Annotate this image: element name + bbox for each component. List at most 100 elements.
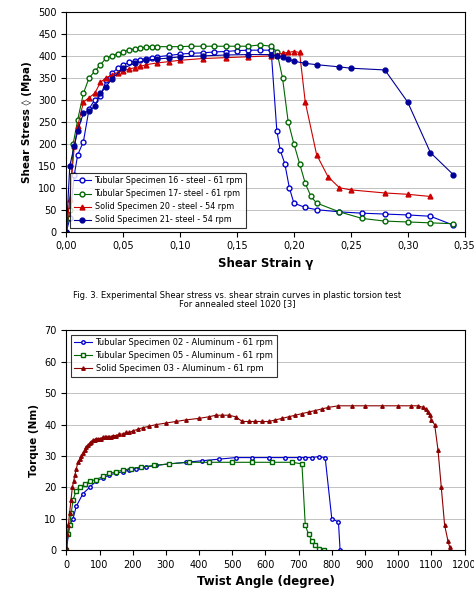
Solid Specimen 21- steel - 54 rpm	[109, 75, 115, 83]
Solid Specimen 21- steel - 54 rpm	[450, 171, 456, 178]
Solid Specimen 20 - steel - 54 rpm	[223, 54, 228, 61]
Solid Specimen 21- steel - 54 rpm	[86, 107, 92, 114]
Tubular Specimen 17- steel - 61 rpm	[308, 193, 314, 200]
Solid Specimen 20 - steel - 54 rpm	[280, 50, 285, 57]
Tubular Specimen 17- steel - 61 rpm	[103, 54, 109, 62]
Tubular Specimen 02 - Aluminum - 61 rpm	[183, 459, 189, 466]
Tubular Specimen 02 - Aluminum - 61 rpm	[113, 469, 119, 477]
Tubular Specimen 02 - Aluminum - 61 rpm	[100, 474, 106, 481]
Tubular Specimen 17- steel - 61 rpm	[75, 116, 81, 123]
Solid Specimen 20 - steel - 54 rpm	[302, 99, 308, 106]
Tubular Specimen 02 - Aluminum - 61 rpm	[283, 454, 288, 461]
Tubular Specimen 17- steel - 61 rpm	[109, 52, 115, 59]
X-axis label: Twist Angle (degree): Twist Angle (degree)	[197, 575, 334, 588]
Tubular Specimen 17- steel - 61 rpm	[291, 140, 297, 147]
Tubular Specimen 02 - Aluminum - 61 rpm	[233, 454, 238, 461]
Solid Specimen 20 - steel - 54 rpm	[177, 57, 183, 64]
Tubular Specimen 02 - Aluminum - 61 rpm	[64, 547, 69, 554]
Tubular Specimen 02 - Aluminum - 61 rpm	[309, 454, 315, 461]
Tubular Specimen 16 - steel - 61 rpm	[302, 204, 308, 211]
Tubular Specimen 02 - Aluminum - 61 rpm	[67, 521, 73, 529]
Solid Specimen 03 - Aluminum - 61 rpm	[326, 404, 331, 411]
Tubular Specimen 05 - Aluminum - 61 rpm	[316, 545, 321, 552]
Tubular Specimen 16 - steel - 61 rpm	[155, 53, 160, 60]
Tubular Specimen 05 - Aluminum - 61 rpm	[70, 496, 76, 504]
Tubular Specimen 02 - Aluminum - 61 rpm	[336, 518, 341, 526]
Tubular Specimen 16 - steel - 61 rpm	[92, 96, 98, 103]
Tubular Specimen 05 - Aluminum - 61 rpm	[312, 542, 318, 549]
Solid Specimen 20 - steel - 54 rpm	[64, 228, 69, 235]
Tubular Specimen 05 - Aluminum - 61 rpm	[302, 521, 308, 529]
Text: Fig. 3. Experimental Shear stress vs. shear strain curves in plastic torsion tes: Fig. 3. Experimental Shear stress vs. sh…	[73, 291, 401, 300]
Solid Specimen 21- steel - 54 rpm	[143, 57, 149, 64]
Solid Specimen 21- steel - 54 rpm	[64, 228, 69, 235]
Tubular Specimen 16 - steel - 61 rpm	[86, 105, 92, 112]
Solid Specimen 20 - steel - 54 rpm	[314, 151, 319, 158]
Tubular Specimen 17- steel - 61 rpm	[314, 200, 319, 207]
Tubular Specimen 16 - steel - 61 rpm	[75, 151, 81, 158]
Solid Specimen 20 - steel - 54 rpm	[200, 55, 206, 62]
Tubular Specimen 02 - Aluminum - 61 rpm	[73, 503, 79, 510]
Tubular Specimen 17- steel - 61 rpm	[382, 218, 388, 225]
Tubular Specimen 05 - Aluminum - 61 rpm	[82, 481, 87, 488]
Tubular Specimen 17- steel - 61 rpm	[177, 43, 183, 50]
Solid Specimen 21- steel - 54 rpm	[274, 52, 280, 59]
Y-axis label: Shear Stress ◊ (Mpa): Shear Stress ◊ (Mpa)	[22, 61, 32, 182]
Solid Specimen 20 - steel - 54 rpm	[75, 123, 81, 130]
Solid Specimen 21- steel - 54 rpm	[337, 63, 342, 71]
Solid Specimen 20 - steel - 54 rpm	[291, 48, 297, 55]
Tubular Specimen 17- steel - 61 rpm	[257, 41, 263, 48]
Tubular Specimen 02 - Aluminum - 61 rpm	[153, 462, 159, 469]
Solid Specimen 20 - steel - 54 rpm	[103, 74, 109, 81]
Tubular Specimen 05 - Aluminum - 61 rpm	[151, 462, 157, 469]
Tubular Specimen 16 - steel - 61 rpm	[200, 49, 206, 56]
Tubular Specimen 16 - steel - 61 rpm	[286, 184, 292, 191]
Tubular Specimen 17- steel - 61 rpm	[70, 140, 76, 147]
Tubular Specimen 17- steel - 61 rpm	[126, 47, 132, 54]
Tubular Specimen 17- steel - 61 rpm	[450, 220, 456, 227]
Solid Specimen 20 - steel - 54 rpm	[72, 142, 77, 150]
Tubular Specimen 17- steel - 61 rpm	[302, 180, 308, 187]
Solid Specimen 03 - Aluminum - 61 rpm	[336, 402, 341, 410]
Solid Specimen 20 - steel - 54 rpm	[120, 67, 126, 74]
Tubular Specimen 16 - steel - 61 rpm	[103, 77, 109, 84]
Solid Specimen 21- steel - 54 rpm	[132, 60, 137, 67]
Solid Specimen 21- steel - 54 rpm	[98, 90, 103, 97]
Tubular Specimen 16 - steel - 61 rpm	[274, 127, 280, 134]
Solid Specimen 21- steel - 54 rpm	[200, 52, 206, 59]
Tubular Specimen 05 - Aluminum - 61 rpm	[93, 476, 99, 483]
Tubular Specimen 02 - Aluminum - 61 rpm	[337, 547, 343, 554]
Solid Specimen 20 - steel - 54 rpm	[428, 193, 433, 200]
Tubular Specimen 16 - steel - 61 rpm	[143, 55, 149, 62]
Solid Specimen 21- steel - 54 rpm	[428, 149, 433, 156]
Tubular Specimen 05 - Aluminum - 61 rpm	[299, 460, 305, 468]
Legend: Tubular Specimen 02 - Aluminum - 61 rpm, Tubular Specimen 05 - Aluminum - 61 rpm: Tubular Specimen 02 - Aluminum - 61 rpm,…	[71, 335, 277, 377]
Tubular Specimen 17- steel - 61 rpm	[120, 48, 126, 55]
Tubular Specimen 16 - steel - 61 rpm	[81, 138, 86, 145]
Tubular Specimen 02 - Aluminum - 61 rpm	[127, 466, 132, 474]
Solid Specimen 21- steel - 54 rpm	[67, 162, 73, 169]
Solid Specimen 21- steel - 54 rpm	[223, 51, 228, 59]
Tubular Specimen 17- steel - 61 rpm	[67, 206, 73, 213]
Line: Solid Specimen 20 - steel - 54 rpm: Solid Specimen 20 - steel - 54 rpm	[64, 49, 433, 234]
Tubular Specimen 02 - Aluminum - 61 rpm	[120, 468, 126, 475]
Tubular Specimen 05 - Aluminum - 61 rpm	[289, 459, 295, 466]
Tubular Specimen 17- steel - 61 rpm	[189, 42, 194, 50]
Tubular Specimen 16 - steel - 61 rpm	[109, 70, 115, 77]
Tubular Specimen 17- steel - 61 rpm	[149, 43, 155, 50]
Line: Tubular Specimen 16 - steel - 61 rpm: Tubular Specimen 16 - steel - 61 rpm	[64, 48, 456, 234]
Solid Specimen 20 - steel - 54 rpm	[92, 90, 98, 97]
Solid Specimen 21- steel - 54 rpm	[291, 57, 297, 65]
Tubular Specimen 05 - Aluminum - 61 rpm	[128, 465, 134, 472]
X-axis label: Shear Strain γ: Shear Strain γ	[218, 257, 313, 270]
Tubular Specimen 02 - Aluminum - 61 rpm	[316, 453, 321, 460]
Tubular Specimen 17- steel - 61 rpm	[428, 219, 433, 227]
Tubular Specimen 02 - Aluminum - 61 rpm	[302, 454, 308, 461]
Tubular Specimen 16 - steel - 61 rpm	[450, 221, 456, 228]
Line: Tubular Specimen 17- steel - 61 rpm: Tubular Specimen 17- steel - 61 rpm	[64, 42, 456, 234]
Solid Specimen 03 - Aluminum - 61 rpm	[447, 544, 452, 551]
Solid Specimen 21- steel - 54 rpm	[280, 53, 285, 60]
Tubular Specimen 02 - Aluminum - 61 rpm	[107, 471, 112, 478]
Tubular Specimen 17- steel - 61 rpm	[86, 74, 92, 81]
Tubular Specimen 16 - steel - 61 rpm	[149, 54, 155, 61]
